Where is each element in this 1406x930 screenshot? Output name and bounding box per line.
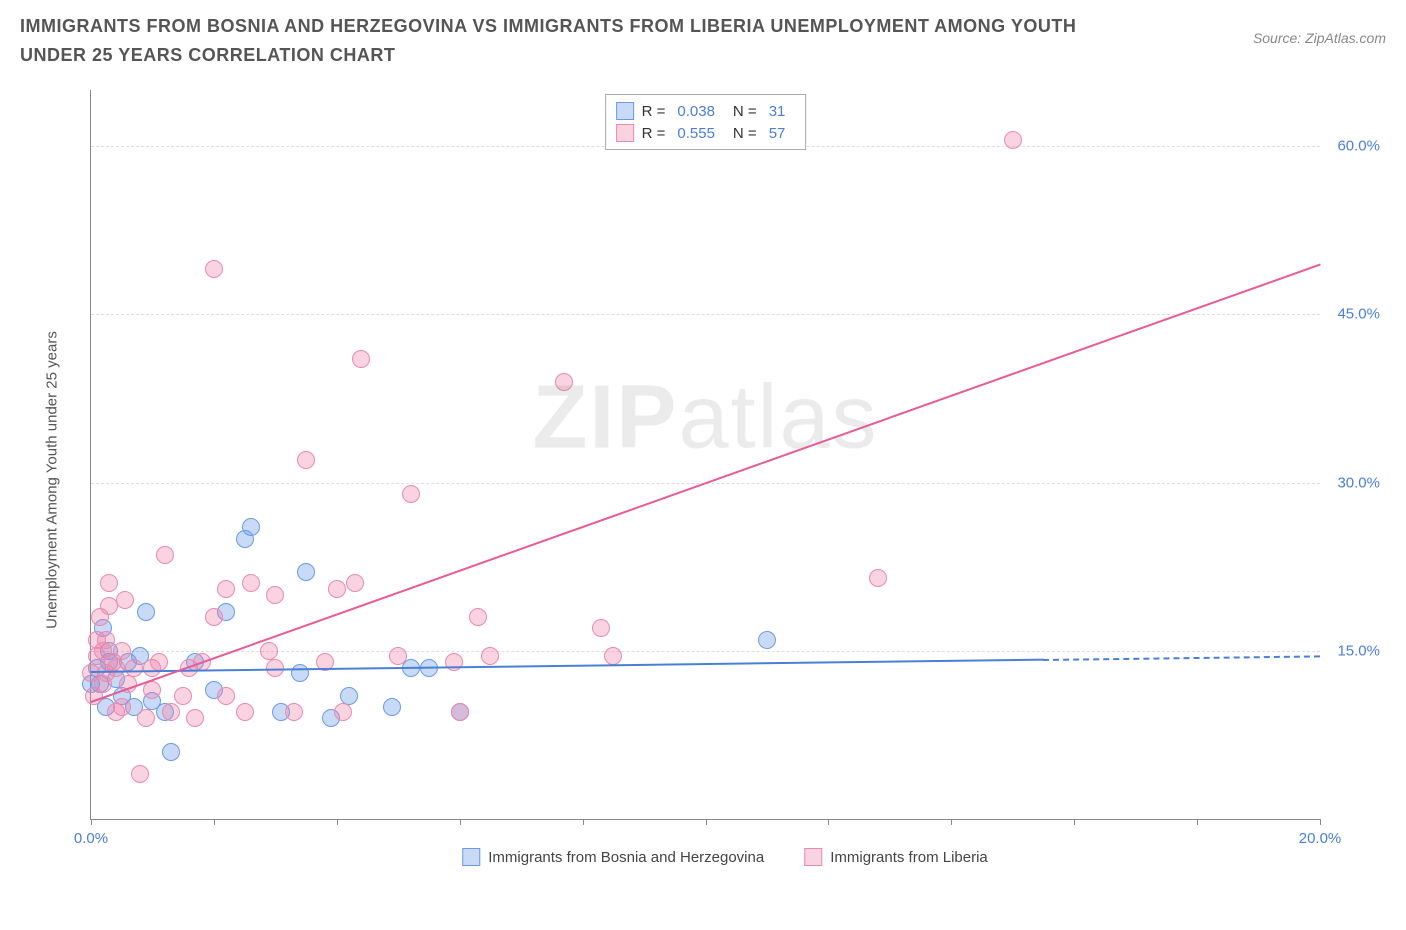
trend-line-dash-bosnia [1043, 655, 1320, 661]
data-point-liberia [555, 373, 573, 391]
data-point-liberia [260, 642, 278, 660]
data-point-liberia [869, 569, 887, 587]
data-point-liberia [592, 619, 610, 637]
n-label: N = [733, 103, 757, 120]
data-point-liberia [469, 608, 487, 626]
data-point-liberia [143, 681, 161, 699]
y-tick-label: 30.0% [1337, 474, 1380, 491]
data-point-liberia [334, 703, 352, 721]
series-legend: Immigrants from Bosnia and Herzegovina I… [462, 848, 988, 866]
x-tick [706, 819, 707, 825]
swatch-bosnia [616, 102, 634, 120]
n-label: N = [733, 125, 757, 142]
x-tick [337, 819, 338, 825]
data-point-bosnia [137, 603, 155, 621]
watermark: ZIPatlas [532, 367, 878, 470]
data-point-liberia [297, 451, 315, 469]
data-point-liberia [285, 703, 303, 721]
chart-title: IMMIGRANTS FROM BOSNIA AND HERZEGOVINA V… [20, 12, 1120, 70]
data-point-bosnia [383, 698, 401, 716]
legend-row-bosnia: R = 0.038 N = 31 [616, 100, 796, 122]
data-point-liberia [186, 709, 204, 727]
data-point-bosnia [340, 687, 358, 705]
trend-line-bosnia [91, 659, 1043, 673]
data-point-liberia [150, 653, 168, 671]
y-tick-label: 60.0% [1337, 138, 1380, 155]
r-label: R = [642, 125, 666, 142]
data-point-liberia [107, 659, 125, 677]
data-point-liberia [236, 703, 254, 721]
data-point-liberia [328, 580, 346, 598]
gridline [91, 314, 1320, 315]
data-point-liberia [217, 580, 235, 598]
data-point-bosnia [758, 631, 776, 649]
data-point-liberia [604, 647, 622, 665]
header: IMMIGRANTS FROM BOSNIA AND HERZEGOVINA V… [0, 0, 1406, 78]
data-point-liberia [205, 260, 223, 278]
scatter-plot: ZIPatlas R = 0.038 N = 31 R = 0.555 N = … [90, 90, 1320, 820]
swatch-bosnia [462, 848, 480, 866]
data-point-liberia [156, 546, 174, 564]
data-point-bosnia [291, 664, 309, 682]
source-prefix: Source: [1253, 30, 1305, 46]
series-label-liberia: Immigrants from Liberia [830, 849, 988, 866]
data-point-liberia [217, 687, 235, 705]
chart-area: Unemployment Among Youth under 25 years … [60, 90, 1390, 870]
legend-item-bosnia: Immigrants from Bosnia and Herzegovina [462, 848, 764, 866]
x-tick [214, 819, 215, 825]
data-point-liberia [125, 659, 143, 677]
series-label-bosnia: Immigrants from Bosnia and Herzegovina [488, 849, 764, 866]
data-point-bosnia [297, 563, 315, 581]
trend-line-liberia [91, 264, 1321, 703]
data-point-bosnia [162, 743, 180, 761]
data-point-liberia [242, 574, 260, 592]
x-tick [583, 819, 584, 825]
swatch-liberia [804, 848, 822, 866]
legend-row-liberia: R = 0.555 N = 57 [616, 122, 796, 144]
data-point-liberia [113, 698, 131, 716]
data-point-liberia [205, 608, 223, 626]
y-tick-label: 45.0% [1337, 306, 1380, 323]
x-tick-label: 0.0% [74, 830, 108, 847]
data-point-liberia [352, 350, 370, 368]
r-value-liberia: 0.555 [677, 125, 715, 142]
source-name: ZipAtlas.com [1305, 30, 1386, 46]
data-point-liberia [174, 687, 192, 705]
data-point-liberia [116, 591, 134, 609]
n-value-liberia: 57 [769, 125, 786, 142]
legend-item-liberia: Immigrants from Liberia [804, 848, 988, 866]
data-point-liberia [100, 574, 118, 592]
data-point-liberia [402, 485, 420, 503]
y-axis-title: Unemployment Among Youth under 25 years [44, 331, 61, 629]
x-tick [1074, 819, 1075, 825]
x-tick [91, 819, 92, 825]
data-point-liberia [451, 703, 469, 721]
r-label: R = [642, 103, 666, 120]
data-point-liberia [389, 647, 407, 665]
data-point-liberia [131, 765, 149, 783]
watermark-light: atlas [678, 368, 878, 468]
x-tick [951, 819, 952, 825]
x-tick [1197, 819, 1198, 825]
r-value-bosnia: 0.038 [677, 103, 715, 120]
n-value-bosnia: 31 [769, 103, 786, 120]
swatch-liberia [616, 124, 634, 142]
correlation-legend: R = 0.038 N = 31 R = 0.555 N = 57 [605, 94, 807, 150]
x-tick [1320, 819, 1321, 825]
x-tick-label: 20.0% [1299, 830, 1342, 847]
data-point-liberia [137, 709, 155, 727]
data-point-liberia [162, 703, 180, 721]
data-point-liberia [266, 586, 284, 604]
data-point-bosnia [242, 518, 260, 536]
data-point-liberia [346, 574, 364, 592]
x-tick [460, 819, 461, 825]
y-tick-label: 15.0% [1337, 642, 1380, 659]
x-tick [828, 819, 829, 825]
data-point-liberia [1004, 131, 1022, 149]
source-attribution: Source: ZipAtlas.com [1253, 12, 1386, 46]
data-point-liberia [113, 642, 131, 660]
data-point-liberia [481, 647, 499, 665]
